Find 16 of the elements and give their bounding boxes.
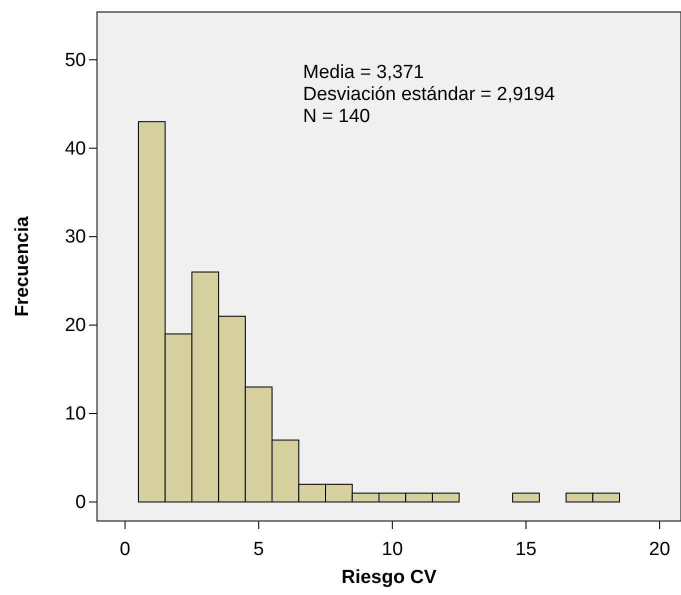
y-tick-label: 20 — [64, 315, 86, 336]
annotation: Desviación estándar = 2,9194 — [303, 84, 556, 105]
y-tick-label: 30 — [64, 226, 86, 248]
annotation: Media = 3,371 — [303, 62, 424, 83]
y-tick-label: 40 — [64, 138, 86, 160]
y-tick-label: 50 — [64, 50, 86, 71]
y-tick-label: 0 — [75, 492, 86, 514]
x-tick-label: 5 — [253, 538, 264, 560]
x-tick-label: 0 — [120, 538, 130, 560]
y-axis-title: Frecuencia — [12, 216, 33, 317]
x-tick-label: 15 — [515, 538, 537, 560]
x-tick-label: 20 — [649, 538, 670, 560]
x-axis-title: Riesgo CV — [341, 567, 437, 588]
x-tick-label: 10 — [382, 538, 403, 560]
annotation: N = 140 — [303, 106, 370, 127]
y-tick-label: 10 — [64, 404, 86, 425]
